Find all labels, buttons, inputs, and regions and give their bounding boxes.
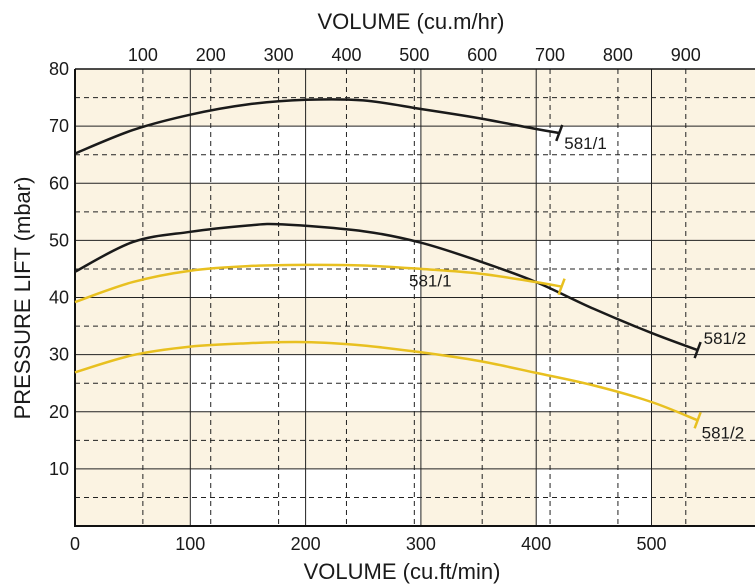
x-bottom-tick-label: 100	[175, 534, 205, 554]
x-top-tick-label: 300	[264, 45, 294, 65]
y-tick-label: 80	[49, 59, 69, 79]
x-top-tick-label: 400	[331, 45, 361, 65]
band-row-2	[75, 297, 755, 355]
curve-end-mark	[557, 278, 566, 296]
axes	[74, 68, 755, 527]
x-top-tick-label: 700	[535, 45, 565, 65]
x-top-tick-label: 500	[399, 45, 429, 65]
curve-label-581-2: 581/2	[704, 329, 747, 348]
curve-end-mark	[693, 341, 702, 359]
curve-label-581-1: 581/1	[564, 134, 607, 153]
y-tick-label: 40	[49, 288, 69, 308]
band-row-3	[75, 411, 755, 469]
x-bottom-tick-label: 300	[406, 534, 436, 554]
x-bottom-axis-title: VOLUME (cu.ft/min)	[304, 559, 501, 584]
x-bottom-tick-label: 500	[636, 534, 666, 554]
performance-curves	[74, 98, 702, 429]
y-tick-label: 10	[49, 459, 69, 479]
y-tick-label: 60	[49, 173, 69, 193]
y-tick-label: 70	[49, 116, 69, 136]
curve-labels: 581/1 581/2 581/1 581/2	[409, 134, 746, 442]
y-tick-label: 20	[49, 402, 69, 422]
y-tick-label: 30	[49, 345, 69, 365]
curve-end-mark	[555, 124, 564, 142]
x-top-tick-label: 900	[671, 45, 701, 65]
y-axis-title: PRESSURE LIFT (mbar)	[10, 177, 35, 420]
y-tick-label: 50	[49, 230, 69, 250]
x-top-tick-label: 600	[467, 45, 497, 65]
x-bottom-tick-label: 400	[521, 534, 551, 554]
band-row-0	[75, 69, 755, 127]
curve-black-581-2	[74, 222, 699, 352]
curve-yellow-581-1	[74, 263, 562, 304]
curve-label-581-2: 581/2	[702, 423, 745, 442]
curve-label-581-1: 581/1	[409, 272, 452, 291]
x-top-tick-label: 100	[128, 45, 158, 65]
x-top-axis-title: VOLUME (cu.m/hr)	[317, 9, 504, 34]
curve-black-581-1	[74, 98, 560, 155]
x-top-tick-label: 200	[196, 45, 226, 65]
curve-end-mark	[693, 411, 702, 429]
curve-yellow-581-2	[74, 340, 699, 422]
x-bottom-tick-label: 0	[70, 534, 80, 554]
x-top-tick-label: 800	[603, 45, 633, 65]
x-bottom-tick-label: 200	[291, 534, 321, 554]
